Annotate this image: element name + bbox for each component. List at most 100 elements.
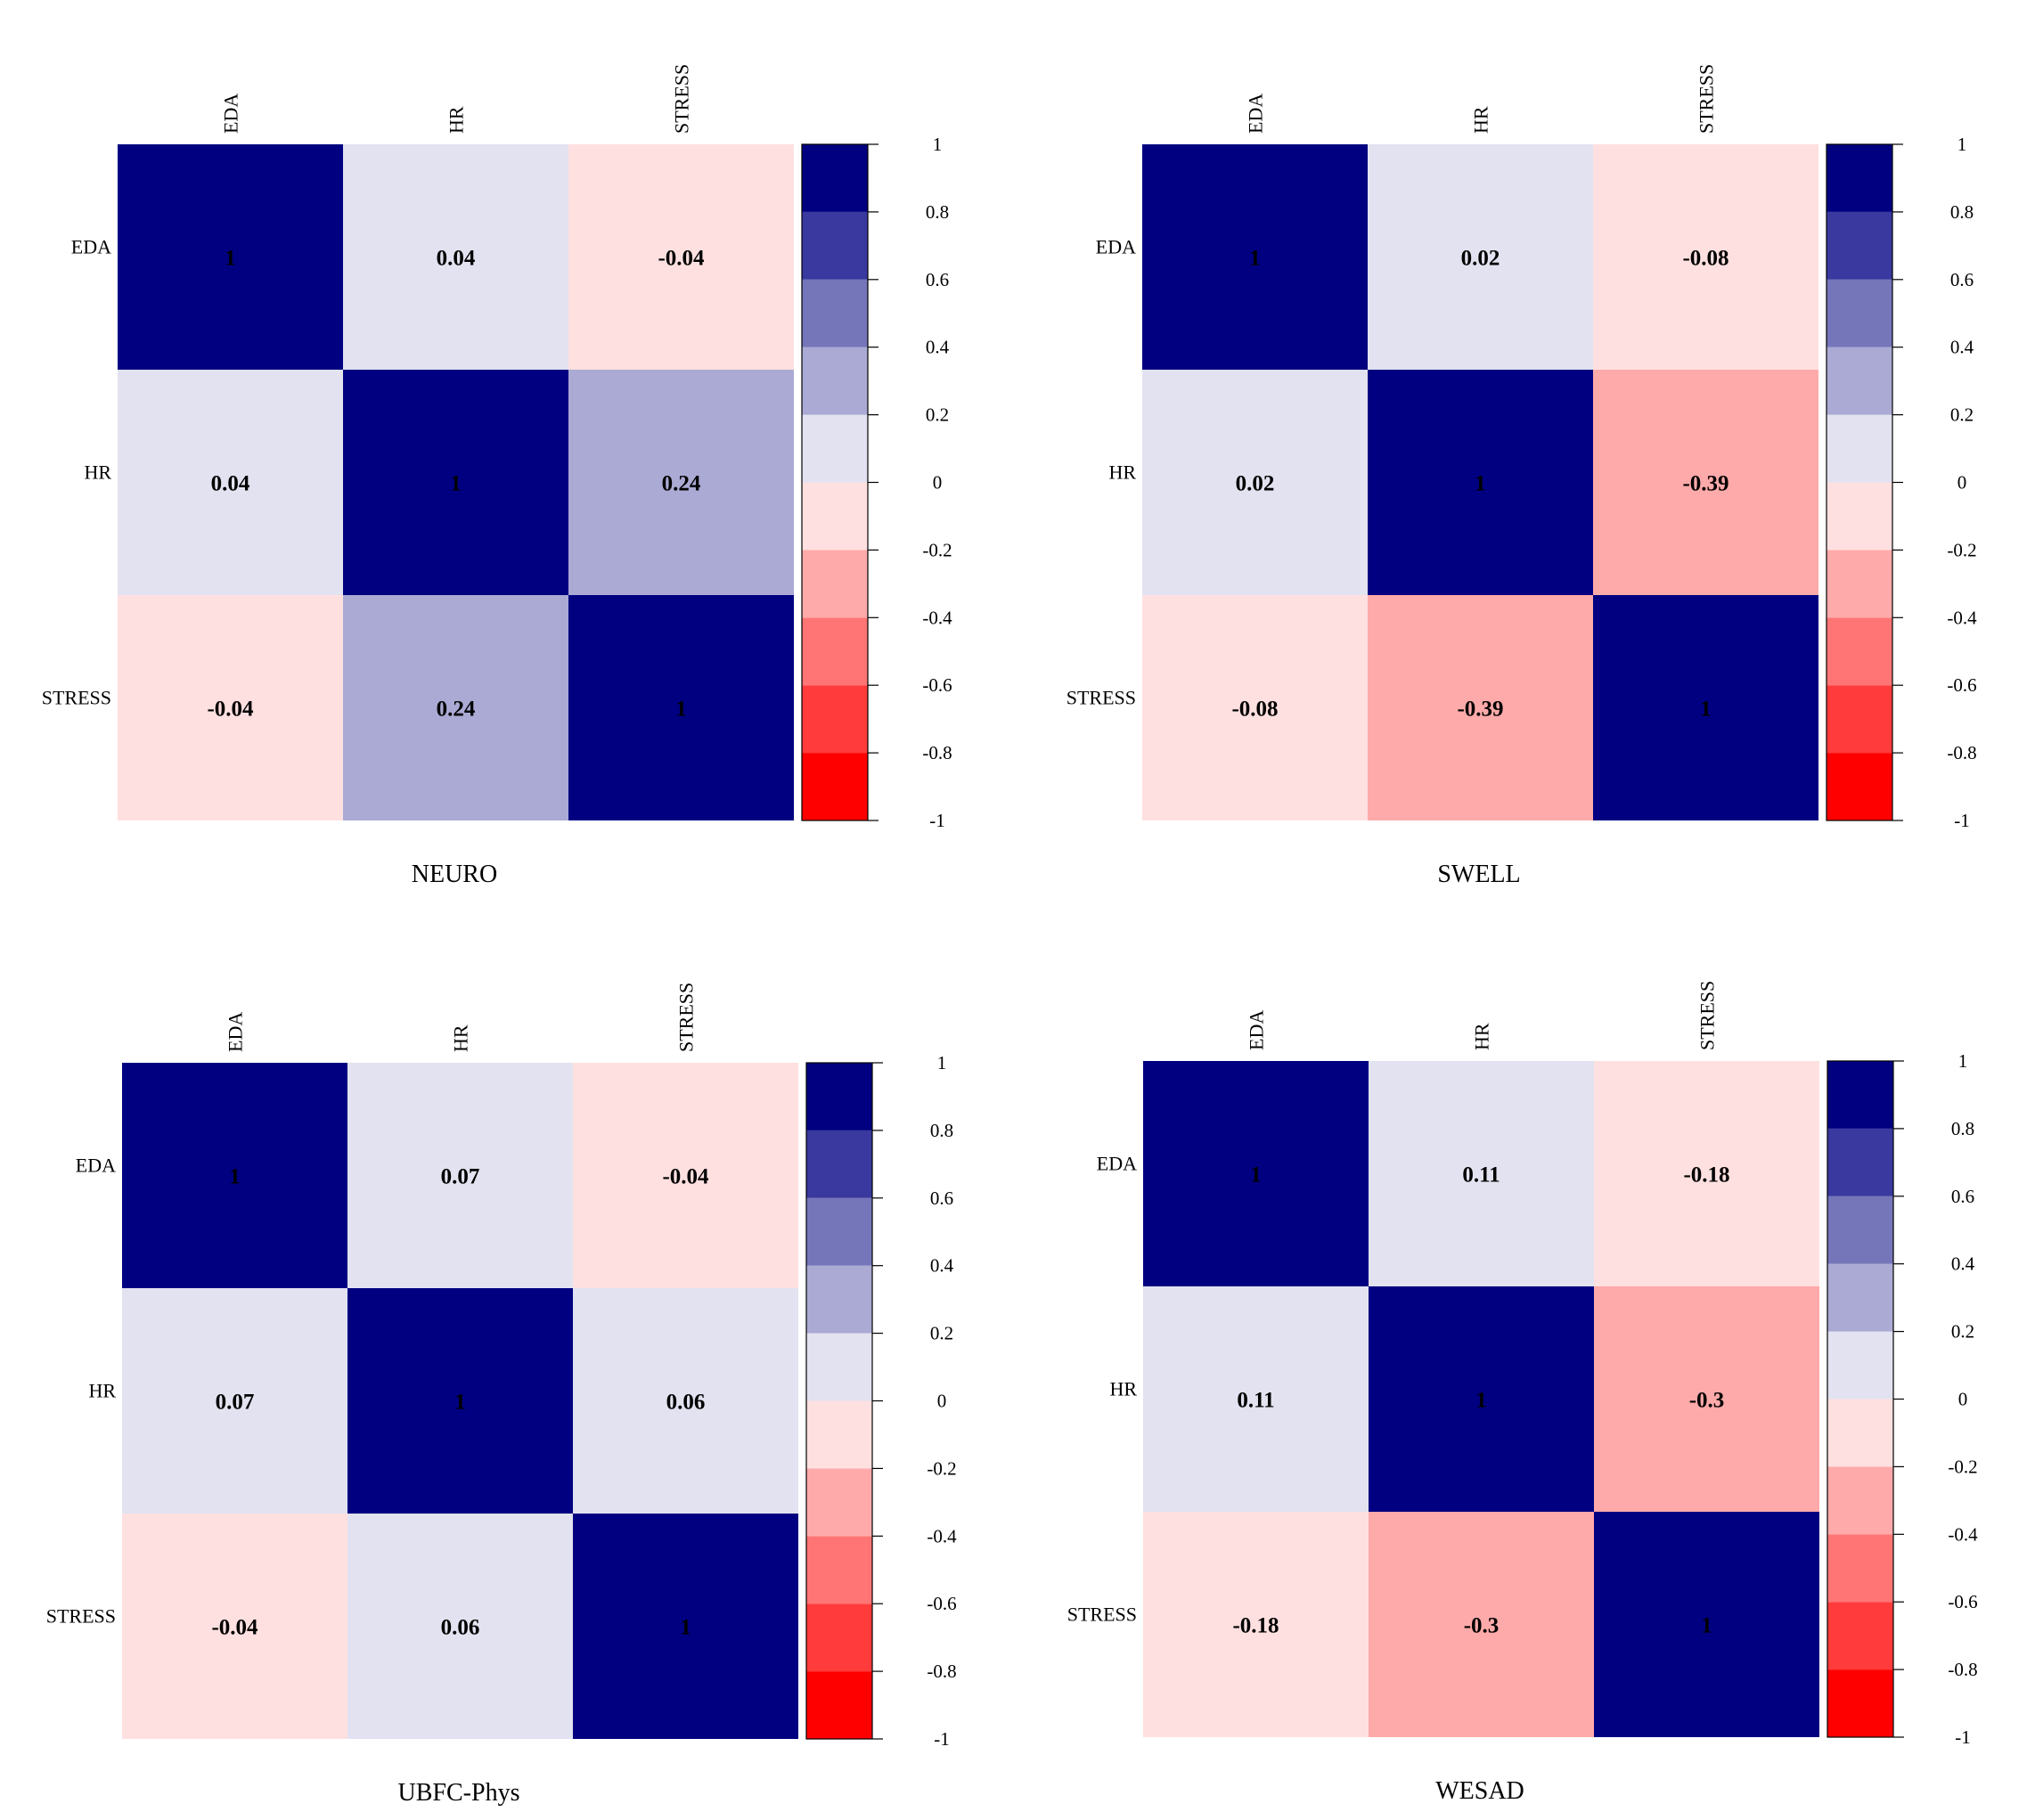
heatmap-panel: 1 0.11 -0.18 0.11 1 -0.3 -0.18 -0.3 1 EDA HR STRESS… xyxy=(1067,981,1978,1805)
colorbar-segment xyxy=(1827,144,1892,212)
colorbar-segment xyxy=(806,1130,872,1198)
heatmap-cell xyxy=(1369,1286,1594,1512)
colorbar-segment xyxy=(802,617,868,686)
cell-value-label: 1 xyxy=(450,472,462,496)
colorbar-tick-label: 1 xyxy=(1958,1050,1968,1072)
heatmap-cell xyxy=(1593,595,1818,820)
colorbar-segment xyxy=(1827,1061,1893,1129)
cell-value-label: 1 xyxy=(1475,472,1486,496)
colorbar-tick-label: -0.4 xyxy=(927,1525,957,1547)
heatmap-cell xyxy=(118,370,343,595)
cell-value-label: 1 xyxy=(1701,1614,1712,1638)
colorbar-segment xyxy=(1827,211,1892,280)
cell-value-label: -0.39 xyxy=(1457,698,1503,722)
colorbar-segment xyxy=(802,279,868,347)
panel-title: UBFC-Phys xyxy=(398,1779,520,1807)
colorbar-tick-label: 0.2 xyxy=(930,1323,953,1344)
cell-value-label: 0.06 xyxy=(441,1616,480,1640)
column-label: EDA xyxy=(1245,94,1267,134)
colorbar-tick-label: 1 xyxy=(937,1052,947,1073)
cell-value-label: -0.04 xyxy=(662,1165,709,1189)
heatmap-cell xyxy=(568,595,794,820)
column-label: STRESS xyxy=(1696,981,1719,1050)
column-label: STRESS xyxy=(671,64,693,134)
colorbar-segment xyxy=(802,753,868,820)
colorbar-tick-label: -0.8 xyxy=(1948,1659,1977,1680)
colorbar-segment xyxy=(1827,1263,1893,1332)
cell-value-label: -0.39 xyxy=(1682,472,1729,496)
colorbar-tick-label: -1 xyxy=(929,810,945,831)
heatmap-cell xyxy=(573,1063,798,1288)
cell-value-label: 1 xyxy=(680,1616,691,1640)
heatmap-cell xyxy=(1142,595,1368,820)
heatmap-cell xyxy=(573,1288,798,1514)
row-label: EDA xyxy=(1097,1153,1137,1175)
row-label: EDA xyxy=(76,1155,116,1177)
panel-title: NEURO xyxy=(412,861,497,888)
colorbar-segment xyxy=(1827,1331,1893,1400)
colorbar-tick-label: 0 xyxy=(933,472,943,494)
cell-value-label: 0.02 xyxy=(1236,472,1275,496)
colorbar-segment xyxy=(802,347,868,415)
cell-value-label: -0.04 xyxy=(211,1616,258,1640)
colorbar-tick-label: 0.4 xyxy=(1950,337,1974,358)
colorbar-tick-label: -0.4 xyxy=(1947,607,1977,628)
colorbar-tick-label: 0.4 xyxy=(930,1255,954,1277)
cell-value-label: 1 xyxy=(1700,698,1712,722)
cell-value-label: 0.04 xyxy=(211,472,250,496)
heatmap-cell xyxy=(343,144,568,370)
colorbar-segment xyxy=(1827,550,1892,618)
panel-title: SWELL xyxy=(1437,861,1520,888)
colorbar-segment xyxy=(1827,279,1892,347)
colorbar-segment xyxy=(806,1536,872,1604)
colorbar-segment xyxy=(1827,1534,1893,1603)
colorbar-tick-label: 0.6 xyxy=(930,1187,953,1209)
heatmap-cell xyxy=(122,1063,347,1288)
colorbar-tick-label: -1 xyxy=(934,1728,950,1750)
colorbar-segment xyxy=(802,211,868,280)
colorbar-segment xyxy=(806,1468,872,1537)
colorbar-segment xyxy=(1827,617,1892,686)
cell-value-label: 0.04 xyxy=(437,247,476,271)
cell-value-label: -0.04 xyxy=(207,698,254,722)
colorbar-tick-label: -0.8 xyxy=(1947,742,1976,763)
colorbar-tick-label: 0.8 xyxy=(1950,201,1974,223)
colorbar-tick-label: -0.6 xyxy=(922,674,952,696)
row-label: HR xyxy=(1109,1378,1137,1400)
cell-value-label: 0.02 xyxy=(1461,247,1500,271)
row-label: STRESS xyxy=(42,687,111,709)
cell-value-label: 1 xyxy=(675,698,687,722)
row-label: STRESS xyxy=(1067,687,1136,709)
colorbar-segment xyxy=(1827,1399,1893,1467)
colorbar-segment xyxy=(1827,1602,1893,1670)
heatmap-cell xyxy=(347,1063,573,1288)
heatmap-cell xyxy=(1143,1512,1369,1737)
row-label: HR xyxy=(88,1380,116,1402)
row-label: EDA xyxy=(1096,236,1136,258)
colorbar-tick-label: 0.4 xyxy=(1951,1253,1975,1275)
cell-value-label: 1 xyxy=(225,247,236,271)
colorbar-segment xyxy=(1827,414,1892,483)
row-label: HR xyxy=(1108,461,1136,484)
cell-value-label: 1 xyxy=(229,1165,241,1189)
heatmap-cell xyxy=(347,1288,573,1514)
cell-value-label: 0.07 xyxy=(441,1165,480,1189)
heatmap-cell xyxy=(1368,144,1593,370)
cell-value-label: -0.18 xyxy=(1683,1163,1729,1187)
heatmap-cell xyxy=(118,595,343,820)
cell-value-label: 0.24 xyxy=(662,472,701,496)
colorbar-segment xyxy=(1827,482,1892,551)
colorbar-tick-label: 0.6 xyxy=(1951,1186,1974,1207)
colorbar-tick-label: -0.2 xyxy=(1947,539,1976,560)
colorbar-tick-label: 0.8 xyxy=(926,201,949,223)
colorbar-tick-label: 0.2 xyxy=(1950,404,1974,426)
colorbar-segment xyxy=(802,550,868,618)
colorbar-tick-label: -1 xyxy=(1955,1726,1971,1748)
column-label: STRESS xyxy=(675,983,698,1052)
colorbar-segment xyxy=(806,1400,872,1469)
row-label: STRESS xyxy=(1067,1604,1137,1626)
colorbar-tick-label: 0.4 xyxy=(926,337,950,358)
column-label: HR xyxy=(450,1024,472,1052)
column-label: EDA xyxy=(225,1012,247,1052)
